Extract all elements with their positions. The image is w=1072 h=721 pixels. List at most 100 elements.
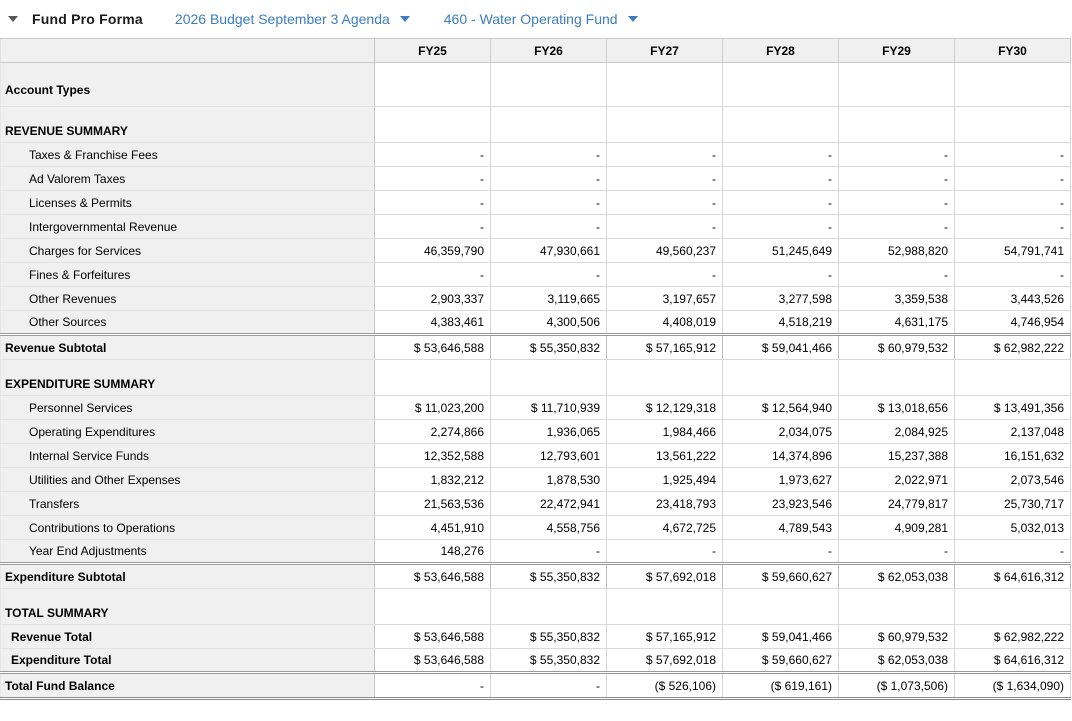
cell-fy29 <box>838 588 955 625</box>
chevron-down-icon <box>627 16 638 22</box>
cell-fy25: $ 53,646,588 <box>374 333 491 360</box>
cell-fy25: - <box>374 671 491 700</box>
cell-fy30: - <box>954 214 1071 239</box>
cell-fy30: - <box>954 166 1071 191</box>
table-row: Revenue Total $ 53,646,588 $ 55,350,832 $ 5… <box>0 624 1071 649</box>
column-header-fy26: FY26 <box>490 38 607 63</box>
table-row: Other Sources 4,383,461 4,300,506 4,408,019… <box>0 310 1071 335</box>
cell-fy25: $ 53,646,588 <box>374 562 491 589</box>
cell-fy25: - <box>374 214 491 239</box>
report-header: Fund Pro Forma 2026 Budget September 3 A… <box>0 0 1072 38</box>
cell-fy30: - <box>954 539 1071 564</box>
table-row: EXPENDITURE SUMMARY <box>0 359 1071 396</box>
row-label: Account Types <box>0 62 375 107</box>
cell-fy29: $ 60,979,532 <box>838 624 955 649</box>
table-row: Operating Expenditures 2,274,866 1,936,065… <box>0 419 1071 444</box>
cell-fy29: - <box>838 262 955 287</box>
row-label: Expenditure Subtotal <box>0 562 375 589</box>
cell-fy25: 2,274,866 <box>374 419 491 444</box>
cell-fy25: 4,383,461 <box>374 310 491 335</box>
row-label: Utilities and Other Expenses <box>0 467 375 492</box>
cell-fy29: $ 62,053,038 <box>838 562 955 589</box>
cell-fy26: 1,878,530 <box>490 467 607 492</box>
cell-fy26: - <box>490 671 607 700</box>
row-label: Contributions to Operations <box>0 515 375 540</box>
table-row: Fines & Forfeitures - - - - - - <box>0 262 1071 287</box>
cell-fy28: - <box>722 190 839 215</box>
row-label: Taxes & Franchise Fees <box>0 142 375 167</box>
row-label: Revenue Total <box>0 624 375 649</box>
cell-fy27: $ 57,165,912 <box>606 624 723 649</box>
cell-fy30 <box>954 588 1071 625</box>
cell-fy25: 1,832,212 <box>374 467 491 492</box>
cell-fy30: 5,032,013 <box>954 515 1071 540</box>
cell-fy30: - <box>954 262 1071 287</box>
cell-fy29: 52,988,820 <box>838 238 955 263</box>
cell-fy27: $ 57,692,018 <box>606 648 723 673</box>
cell-fy28: $ 59,041,466 <box>722 333 839 360</box>
cell-fy25: - <box>374 166 491 191</box>
cell-fy30: 2,073,546 <box>954 467 1071 492</box>
cell-fy26: - <box>490 214 607 239</box>
cell-fy27: 1,925,494 <box>606 467 723 492</box>
cell-fy27: $ 57,692,018 <box>606 562 723 589</box>
cell-fy26: 22,472,941 <box>490 491 607 516</box>
cell-fy27: - <box>606 214 723 239</box>
cell-fy27: - <box>606 539 723 564</box>
cell-fy26: - <box>490 190 607 215</box>
cell-fy29 <box>838 359 955 396</box>
cell-fy27: - <box>606 262 723 287</box>
cell-fy26: 12,793,601 <box>490 443 607 468</box>
cell-fy29: 24,779,817 <box>838 491 955 516</box>
cell-fy25: 46,359,790 <box>374 238 491 263</box>
cell-fy28: 4,518,219 <box>722 310 839 335</box>
cell-fy30: $ 64,616,312 <box>954 648 1071 673</box>
row-label: REVENUE SUMMARY <box>0 106 375 143</box>
cell-fy26: - <box>490 142 607 167</box>
cell-fy28: - <box>722 214 839 239</box>
cell-fy29: $ 62,053,038 <box>838 648 955 673</box>
cell-fy30: $ 62,982,222 <box>954 624 1071 649</box>
table-row: Personnel Services $ 11,023,200 $ 11,710,9… <box>0 395 1071 420</box>
cell-fy28: - <box>722 539 839 564</box>
cell-fy28: 1,973,627 <box>722 467 839 492</box>
cell-fy26: - <box>490 262 607 287</box>
cell-fy29: - <box>838 166 955 191</box>
row-label: Year End Adjustments <box>0 539 375 564</box>
cell-fy26: $ 55,350,832 <box>490 562 607 589</box>
cell-fy26 <box>490 62 607 107</box>
cell-fy28: ($ 619,161) <box>722 671 839 700</box>
column-header-fy25: FY25 <box>374 38 491 63</box>
budget-version-dropdown[interactable]: 2026 Budget September 3 Agenda <box>175 11 410 27</box>
cell-fy27: 4,408,019 <box>606 310 723 335</box>
cell-fy25: 148,276 <box>374 539 491 564</box>
row-label: Internal Service Funds <box>0 443 375 468</box>
collapse-triangle-icon[interactable] <box>8 16 18 22</box>
cell-fy27: 13,561,222 <box>606 443 723 468</box>
fund-selector-dropdown[interactable]: 460 - Water Operating Fund <box>444 11 638 27</box>
cell-fy30: $ 13,491,356 <box>954 395 1071 420</box>
cell-fy25 <box>374 106 491 143</box>
row-label: Operating Expenditures <box>0 419 375 444</box>
cell-fy25: - <box>374 262 491 287</box>
cell-fy26: 4,558,756 <box>490 515 607 540</box>
column-header-fy29: FY29 <box>838 38 955 63</box>
row-label: Personnel Services <box>0 395 375 420</box>
table-row: Utilities and Other Expenses 1,832,212 1,8… <box>0 467 1071 492</box>
row-label: Charges for Services <box>0 238 375 263</box>
cell-fy25: - <box>374 142 491 167</box>
table-row: Year End Adjustments 148,276- - - - - <box>0 539 1071 564</box>
row-label: TOTAL SUMMARY <box>0 588 375 625</box>
cell-fy28: 23,923,546 <box>722 491 839 516</box>
cell-fy27 <box>606 106 723 143</box>
cell-fy27: ($ 526,106) <box>606 671 723 700</box>
cell-fy25 <box>374 62 491 107</box>
pro-forma-table-body: Account Types REVENUE SUMMARY Taxes & Fran… <box>0 62 1071 700</box>
column-header-row: FY25 FY26 FY27 FY28 FY29 FY30 <box>0 38 1071 63</box>
cell-fy29 <box>838 62 955 107</box>
chevron-down-icon <box>399 16 410 22</box>
cell-fy25: 21,563,536 <box>374 491 491 516</box>
cell-fy27: - <box>606 166 723 191</box>
cell-fy29: 4,631,175 <box>838 310 955 335</box>
cell-fy27 <box>606 359 723 396</box>
